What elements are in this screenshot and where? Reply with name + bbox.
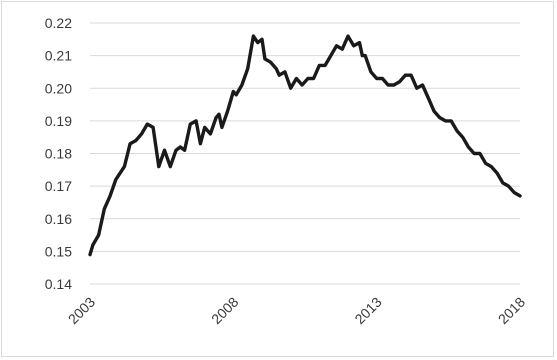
y-tick-label: 0.14	[45, 276, 72, 292]
y-tick-label: 0.20	[45, 80, 72, 96]
x-axis-tick-labels: 2003 2008 2013 2018	[65, 294, 528, 327]
y-tick-label: 0.16	[45, 211, 72, 227]
x-tick-label: 2003	[65, 294, 98, 327]
y-tick-label: 0.22	[45, 15, 72, 31]
x-tick-label: 2008	[208, 294, 241, 327]
y-tick-label: 0.17	[45, 178, 72, 194]
series-line-0	[88, 34, 522, 257]
series-layer	[88, 34, 522, 257]
y-tick-label: 0.18	[45, 146, 72, 162]
x-tick-label: 2013	[351, 294, 384, 327]
y-tick-label: 0.15	[45, 243, 72, 259]
y-axis-tick-labels: 0.22 0.21 0.20 0.19 0.18 0.17 0.16 0.15 0.14	[45, 15, 72, 292]
y-tick-label: 0.21	[45, 48, 72, 64]
gridlines	[90, 22, 520, 285]
x-tick-label: 2018	[495, 294, 528, 327]
y-tick-label: 0.19	[45, 113, 72, 129]
